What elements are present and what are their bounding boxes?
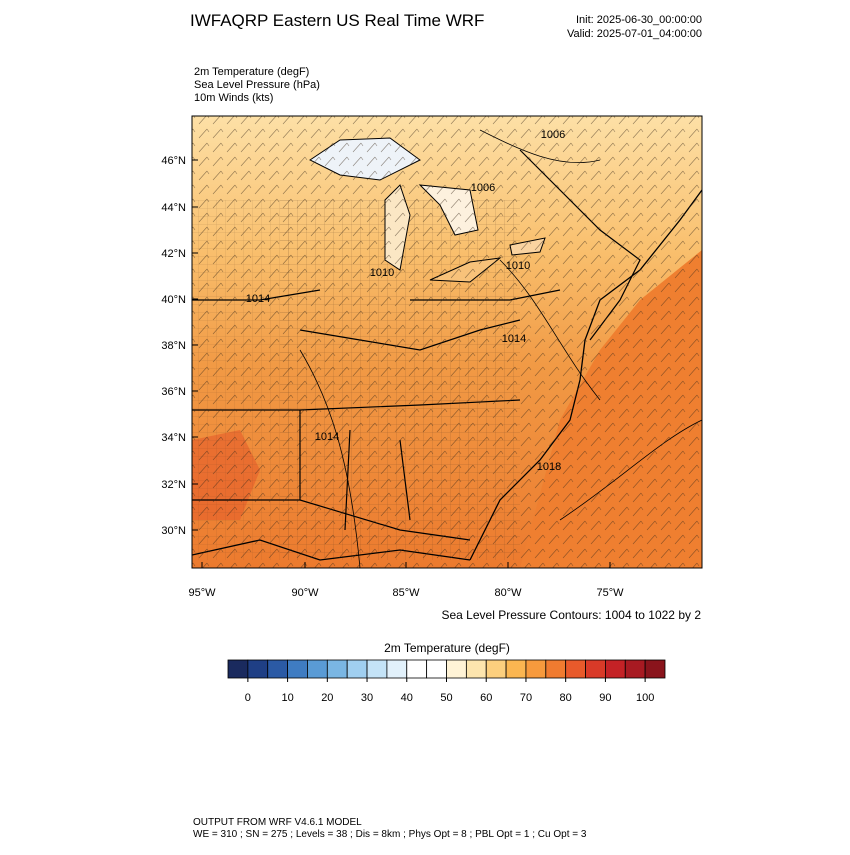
lat-label: 34°N [161,432,186,444]
colorbar-box [505,659,527,679]
title: IWFAQRP Eastern US Real Time WRF [190,11,484,30]
colorbar-box [386,659,408,679]
colorbar-box [465,659,487,679]
colorbar-tick-label: 60 [480,692,492,704]
colorbar-box [307,659,328,679]
contour-label: 1014 [246,293,270,305]
wind-barbs [192,116,702,568]
map-area: 1006 1006 1010 1010 1014 1014 1014 1018 [192,116,702,568]
footer-settings: WE = 310 ; SN = 275 ; Levels = 38 ; Dis … [193,829,587,840]
field-label: 2m Temperature (degF) [194,66,309,78]
contour-label: 1014 [502,333,526,345]
colorbar-tick-label: 40 [401,692,413,704]
field-list: 2m Temperature (degF)Sea Level Pressure … [194,66,320,104]
colorbar-box [406,659,428,679]
colorbar-tick-label: 50 [440,692,452,704]
colorbar-box [426,659,447,679]
lat-label: 36°N [161,386,186,398]
map-frame [191,115,703,569]
init-time: Init: 2025-06-30_00:00:00 [576,14,702,26]
contour-label: 1006 [471,182,495,194]
lon-label: 75°W [596,587,624,599]
contour-label: 1010 [506,260,530,272]
contour-label: 1006 [541,129,565,141]
colorbar-box [227,659,249,679]
lon-label: 85°W [392,587,420,599]
lat-label: 32°N [161,479,186,491]
lat-label: 38°N [161,340,186,352]
colorbar-box [287,659,308,679]
colorbar-box [446,659,467,679]
colorbar: 0 10 20 30 40 50 60 70 80 90 100 [227,659,666,704]
colorbar-box [346,659,368,679]
colorbar-tick-label: 30 [361,692,373,704]
lat-label: 30°N [161,525,186,537]
footer-model: OUTPUT FROM WRF V4.6.1 MODEL [193,817,362,828]
colorbar-tick-label: 10 [281,692,293,704]
colorbar-box [624,659,646,679]
colorbar-box [247,659,269,679]
colorbar-box [585,659,606,679]
colorbar-box [644,659,666,679]
colorbar-box [545,659,567,679]
contour-label: 1010 [370,267,394,279]
colorbar-box [366,659,388,679]
lon-label: 95°W [188,587,216,599]
colorbar-tick-label: 100 [636,692,654,704]
colorbar-box [565,659,586,679]
colorbar-box [485,659,507,679]
valid-time: Valid: 2025-07-01_04:00:00 [567,28,702,40]
contour-note: Sea Level Pressure Contours: 1004 to 102… [442,608,702,622]
colorbar-tick-label: 20 [321,692,333,704]
colorbar-box [267,659,288,679]
contour-label-group: 1006 1006 1010 1010 1014 1014 1014 1018 [246,129,565,473]
colorbar-tick-label: 0 [245,692,251,704]
contour-label: 1018 [537,461,561,473]
map-axes: 46°N 44°N 42°N 40°N 38°N 36°N 34°N 32°N 30°N 95°W… [161,155,624,599]
lat-label: 42°N [161,248,186,260]
colorbar-tick-label: 80 [560,692,572,704]
colorbar-box [326,659,348,679]
lat-label: 46°N [161,155,186,167]
colorbar-tick-label: 90 [599,692,611,704]
colorbar-box [525,659,547,679]
colorbar-box [605,659,626,679]
lat-label: 44°N [161,202,186,214]
lon-label: 90°W [291,587,319,599]
field-label: Sea Level Pressure (hPa) [194,79,320,91]
lat-label: 40°N [161,294,186,306]
colorbar-title: 2m Temperature (degF) [384,641,510,655]
field-label: 10m Winds (kts) [194,92,273,104]
contour-label: 1014 [315,431,339,443]
colorbar-tick-label: 70 [520,692,532,704]
lon-label: 80°W [494,587,522,599]
